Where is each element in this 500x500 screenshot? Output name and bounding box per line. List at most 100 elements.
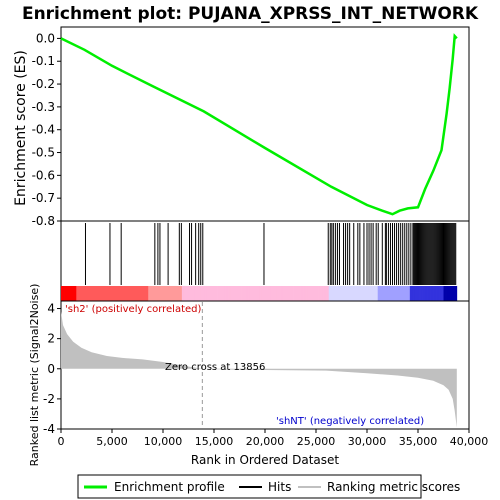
heat-bar-segment <box>227 286 230 301</box>
es-y-tick-label: -0.8 <box>32 214 55 228</box>
heat-bar-segment <box>137 286 140 301</box>
heat-bar-segment <box>339 286 342 301</box>
heat-bar-segment <box>437 286 440 301</box>
heat-bar-segment <box>111 286 114 301</box>
heat-bar-segment <box>295 286 298 301</box>
heat-bar-segment <box>220 286 223 301</box>
heat-bar-segment <box>253 286 256 301</box>
heat-bar-segment <box>132 286 135 301</box>
heat-bar-segment <box>105 286 108 301</box>
heat-bar-segment <box>223 286 226 301</box>
heat-bar-segment <box>443 286 446 301</box>
heat-bar-segment <box>204 286 207 301</box>
heat-bar-segment <box>102 286 105 301</box>
heat-bar-segment <box>308 286 311 301</box>
heat-bar-segment <box>452 286 455 301</box>
heat-bar-segment <box>402 286 405 301</box>
legend-enrichment-label: Enrichment profile <box>114 480 225 494</box>
heat-bar-segment <box>175 286 178 301</box>
heat-bar-segment <box>85 286 88 301</box>
heat-bar-segment <box>399 286 402 301</box>
heat-bar-segment <box>244 286 247 301</box>
heat-bar-segment <box>201 286 204 301</box>
es-y-tick-label: -0.6 <box>32 168 55 182</box>
heat-bar-segment <box>266 286 268 301</box>
heat-bar-segment <box>155 286 158 301</box>
x-axis-ticks: 0 5,000 10,000 15,000 20,000 25,000 30,000 35,0… <box>58 429 489 448</box>
heat-bar-segment <box>217 286 219 301</box>
heat-bar-segment <box>350 286 353 301</box>
heat-bar-segment <box>408 286 411 301</box>
heat-bar-segment <box>267 286 270 301</box>
heat-bar-segment <box>151 286 154 301</box>
heat-bar-segment <box>313 286 316 301</box>
heat-bar-segment <box>207 286 210 301</box>
heat-bar-segment <box>229 286 232 301</box>
heat-bar-segment <box>434 286 437 301</box>
heat-bar-segment <box>68 286 71 301</box>
heat-bar-segment <box>255 286 258 301</box>
heat-bar-segment <box>281 286 284 301</box>
x-tick-label: 40,000 <box>450 435 489 448</box>
heat-bar-segment <box>259 286 262 301</box>
heat-bar-segment <box>322 286 325 301</box>
heat-bar-segment <box>304 286 307 301</box>
heat-bar-segment <box>333 286 336 301</box>
heat-bar-segment <box>269 286 272 301</box>
heat-bar-segment <box>249 286 252 301</box>
heat-bar-segment <box>161 286 164 301</box>
heat-bar-segment <box>100 286 103 301</box>
heat-bar-segment <box>67 286 70 301</box>
heat-bar-segment <box>158 286 161 301</box>
heat-bar-segment <box>82 286 85 301</box>
heat-bar-segment <box>411 286 414 301</box>
heat-bar-segment <box>106 286 109 301</box>
heat-bar-segment <box>76 286 79 301</box>
es-y-tick-label: -0.5 <box>32 146 55 160</box>
heat-bar-segment <box>299 286 302 301</box>
metric-y-axis-label: Ranked list metric (Signal2Noise) <box>28 284 41 467</box>
es-y-tick-label: -0.1 <box>32 54 55 68</box>
heat-bar-segment <box>200 286 203 301</box>
heat-bar-segment <box>318 286 320 301</box>
heat-bar-segment <box>429 286 432 301</box>
heat-bar-segment <box>191 286 193 301</box>
heat-bar-segment <box>194 286 197 301</box>
heat-bar-segment <box>114 286 117 301</box>
heat-bar-segment <box>314 286 317 301</box>
x-tick-label: 30,000 <box>348 435 387 448</box>
heat-bar-segment <box>192 286 195 301</box>
x-tick-label: 10,000 <box>144 435 183 448</box>
heat-bar-segment <box>440 286 443 301</box>
ranking-heat-bar <box>61 286 458 301</box>
heat-bar-segment <box>238 286 241 301</box>
heat-bar-segment <box>368 286 371 301</box>
heat-bar-segment <box>278 286 281 301</box>
x-tick-label: 20,000 <box>246 435 285 448</box>
heat-bar-segment <box>380 286 383 301</box>
heat-bar-segment <box>88 286 91 301</box>
x-tick-label: 15,000 <box>195 435 234 448</box>
legend-metric-label: Ranking metric scores <box>327 480 460 494</box>
heat-bar-segment <box>73 286 76 301</box>
legend: Enrichment profile Hits Ranking metric s… <box>77 474 460 499</box>
heat-bar-segment <box>425 286 428 301</box>
es-y-tick-label: -0.3 <box>32 100 55 114</box>
heat-bar-segment <box>365 286 368 301</box>
heat-bar-segment <box>445 286 447 301</box>
heat-bar-segment <box>243 286 245 301</box>
heat-bar-segment <box>152 286 155 301</box>
es-panel-frame <box>60 26 470 222</box>
heat-bar-segment <box>143 286 146 301</box>
heat-bar-segment <box>448 286 451 301</box>
heat-bar-segment <box>146 286 149 301</box>
heat-bar-segment <box>284 286 287 301</box>
heat-bar-segment <box>360 286 363 301</box>
heat-bar-segment <box>224 286 227 301</box>
heat-bar-segment <box>310 286 313 301</box>
heat-bar-segment <box>282 286 285 301</box>
heat-bar-segment <box>307 286 310 301</box>
heat-bar-segment <box>337 286 340 301</box>
heat-bar-segment <box>221 286 224 301</box>
heat-bar-segment <box>275 286 278 301</box>
